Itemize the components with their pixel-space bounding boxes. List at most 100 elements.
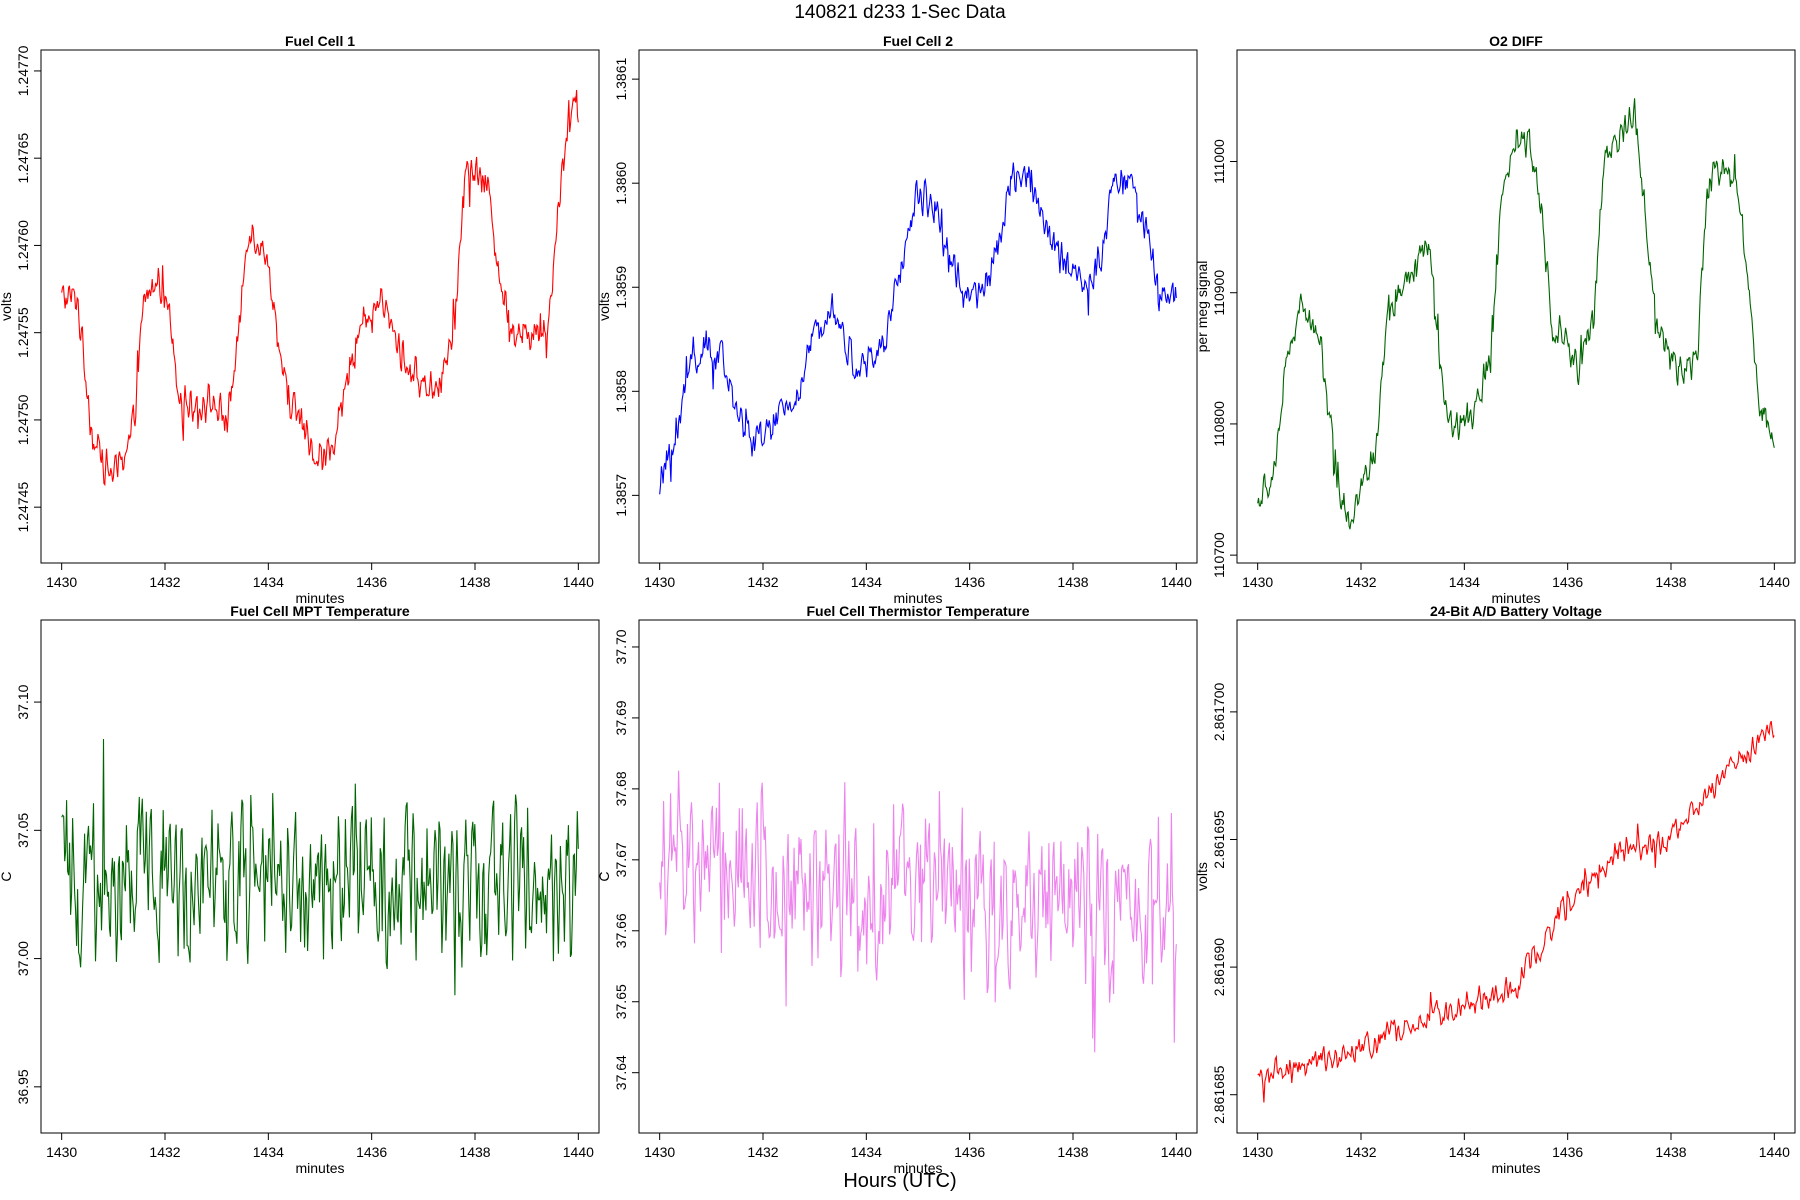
x-tick-label: 1432 <box>149 574 180 590</box>
x-tick-label: 1438 <box>1655 1144 1686 1160</box>
series-line <box>659 770 1177 1053</box>
x-tick-label: 1432 <box>747 574 778 590</box>
y-axis-label: C <box>596 871 612 881</box>
y-tick-label: 37.05 <box>15 813 31 848</box>
plot-frame <box>40 49 600 564</box>
chart-panel-3: O2 DIFF 1430 1432 1434 1436 1438 1440 minutes 11… <box>1194 33 1796 606</box>
x-tick-label: 1440 <box>1161 574 1192 590</box>
x-tick-label: 1434 <box>253 1144 284 1160</box>
y-tick-label: 2.861695 <box>1211 810 1227 869</box>
x-tick-label: 1436 <box>356 1144 387 1160</box>
y-tick-label: 1.3857 <box>613 474 629 517</box>
y-axis-label: volts <box>0 292 14 321</box>
x-tick-label: 1436 <box>1552 1144 1583 1160</box>
x-axis-label: minutes <box>295 590 344 606</box>
x-axis-label: minutes <box>893 590 942 606</box>
x-tick-label: 1436 <box>954 574 985 590</box>
y-tick-label: 37.65 <box>613 984 629 1019</box>
figure-title: 140821 d233 1-Sec Data <box>794 2 1006 23</box>
x-tick-label: 1434 <box>851 574 882 590</box>
y-tick-label: 1.24750 <box>15 394 31 445</box>
series-line <box>1257 720 1775 1103</box>
x-tick-label: 1436 <box>954 1144 985 1160</box>
x-axis-label: minutes <box>893 1160 942 1176</box>
y-tick-label: 2.861685 <box>1211 1065 1227 1124</box>
y-tick-label: 2.861700 <box>1211 682 1227 741</box>
x-axis-label: minutes <box>1491 1160 1540 1176</box>
x-tick-label: 1432 <box>149 1144 180 1160</box>
y-tick-label: 1.24755 <box>15 307 31 358</box>
x-tick-label: 1434 <box>851 1144 882 1160</box>
x-tick-label: 1434 <box>1449 574 1480 590</box>
x-tick-label: 1436 <box>1552 574 1583 590</box>
y-axis-label: C <box>0 871 14 881</box>
y-tick-label: 1.3860 <box>613 162 629 205</box>
plot-frame <box>638 49 1198 564</box>
plot-frame <box>1236 49 1796 564</box>
chart-panel-4: Fuel Cell MPT Temperature 1430 1432 1434 143… <box>0 603 600 1176</box>
y-tick-label: 1.3861 <box>613 58 629 101</box>
y-tick-label: 37.68 <box>613 771 629 806</box>
x-tick-label: 1440 <box>563 574 594 590</box>
y-tick-label: 110800 <box>1211 401 1227 447</box>
x-tick-label: 1440 <box>1759 1144 1790 1160</box>
chart-panel-2: Fuel Cell 2 1430 1432 1434 1436 1438 1440 minut… <box>596 33 1198 606</box>
y-tick-label: 2.861690 <box>1211 938 1227 997</box>
y-tick-label: 1.3859 <box>613 266 629 309</box>
chart-panel-5: Fuel Cell Thermistor Temperature 1430 1432… <box>596 603 1198 1176</box>
y-tick-label: 37.10 <box>15 684 31 719</box>
y-tick-label: 1.24760 <box>15 220 31 271</box>
series-line <box>659 162 1177 495</box>
figure-x-axis-label: Hours (UTC) <box>843 1170 957 1192</box>
series-line <box>61 738 579 996</box>
x-axis-label: minutes <box>295 1160 344 1176</box>
x-tick-label: 1438 <box>1057 1144 1088 1160</box>
chart-title: Fuel Cell MPT Temperature <box>230 603 410 619</box>
x-tick-label: 1436 <box>356 574 387 590</box>
y-tick-label: 110700 <box>1211 532 1227 578</box>
x-tick-label: 1430 <box>46 574 77 590</box>
y-axis-label: volts <box>596 292 612 321</box>
chart-title: O2 DIFF <box>1489 33 1543 49</box>
y-tick-label: 37.70 <box>613 629 629 664</box>
chart-title: Fuel Cell 2 <box>883 33 953 49</box>
x-tick-label: 1440 <box>563 1144 594 1160</box>
y-tick-label: 37.64 <box>613 1055 629 1090</box>
y-tick-label: 111000 <box>1211 139 1227 184</box>
chart-title: 24-Bit A/D Battery Voltage <box>1430 603 1602 619</box>
y-axis-label: volts <box>1194 862 1210 891</box>
chart-title: Fuel Cell Thermistor Temperature <box>806 603 1029 619</box>
x-tick-label: 1432 <box>1345 1144 1376 1160</box>
x-tick-label: 1432 <box>1345 574 1376 590</box>
y-tick-label: 37.00 <box>15 941 31 976</box>
x-tick-label: 1434 <box>253 574 284 590</box>
x-tick-label: 1430 <box>644 574 675 590</box>
x-tick-label: 1440 <box>1161 1144 1192 1160</box>
x-tick-label: 1438 <box>459 574 490 590</box>
series-line <box>1257 98 1775 530</box>
y-tick-label: 1.24770 <box>15 45 31 96</box>
x-tick-label: 1430 <box>644 1144 675 1160</box>
y-tick-label: 1.24745 <box>15 482 31 533</box>
x-tick-label: 1438 <box>459 1144 490 1160</box>
x-tick-label: 1438 <box>1057 574 1088 590</box>
y-tick-label: 36.95 <box>15 1069 31 1104</box>
x-tick-label: 1434 <box>1449 1144 1480 1160</box>
y-tick-label: 1.3858 <box>613 370 629 413</box>
series-line <box>61 89 579 487</box>
x-tick-label: 1430 <box>1242 1144 1273 1160</box>
y-tick-label: 110900 <box>1211 270 1227 316</box>
chart-title: Fuel Cell 1 <box>285 33 355 49</box>
x-tick-label: 1430 <box>1242 574 1273 590</box>
x-tick-label: 1432 <box>747 1144 778 1160</box>
y-tick-label: 37.67 <box>613 842 629 877</box>
chart-panel-6: 24-Bit A/D Battery Voltage 1430 1432 1434 14… <box>1194 603 1796 1176</box>
x-tick-label: 1438 <box>1655 574 1686 590</box>
y-tick-label: 1.24765 <box>15 133 31 184</box>
x-tick-label: 1440 <box>1759 574 1790 590</box>
y-axis-label: per meg signal <box>1194 261 1210 353</box>
x-axis-label: minutes <box>1491 590 1540 606</box>
chart-panel-1: Fuel Cell 1 1430 1432 1434 1436 1438 1440 minut… <box>0 33 600 606</box>
y-tick-label: 37.66 <box>613 913 629 948</box>
